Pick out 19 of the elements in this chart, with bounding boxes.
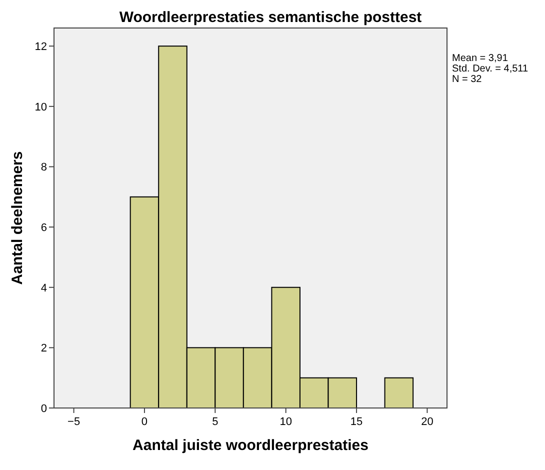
- y-tick-label: 8: [40, 162, 47, 174]
- text: Mean = 3,91: [452, 53, 508, 64]
- x-axis-title: Aantal juiste woordleerprestaties: [132, 437, 368, 454]
- x-tick-label: 15: [350, 416, 363, 428]
- y-tick-label: 6: [40, 222, 47, 234]
- y-tick-label: 12: [34, 41, 47, 54]
- x-tick-label: 5: [212, 416, 218, 428]
- text: N = 32: [452, 74, 482, 85]
- y-tick-label: 2: [40, 342, 47, 355]
- y-axis-title: Aantal deelnemers: [9, 151, 26, 285]
- x-tick-label: 0: [141, 416, 148, 428]
- y-tick-label: 4: [40, 282, 47, 294]
- x-tick-label: −5: [68, 416, 80, 428]
- x-tick-label: 10: [280, 416, 292, 428]
- y-tick-label: 0: [40, 403, 47, 415]
- text: Std. Dev. = 4,511: [452, 64, 529, 74]
- y-tick-label: 10: [34, 101, 47, 114]
- chart-title: Woordleerprestaties semantische posttest: [119, 9, 422, 26]
- x-tick-label: 20: [421, 416, 434, 428]
